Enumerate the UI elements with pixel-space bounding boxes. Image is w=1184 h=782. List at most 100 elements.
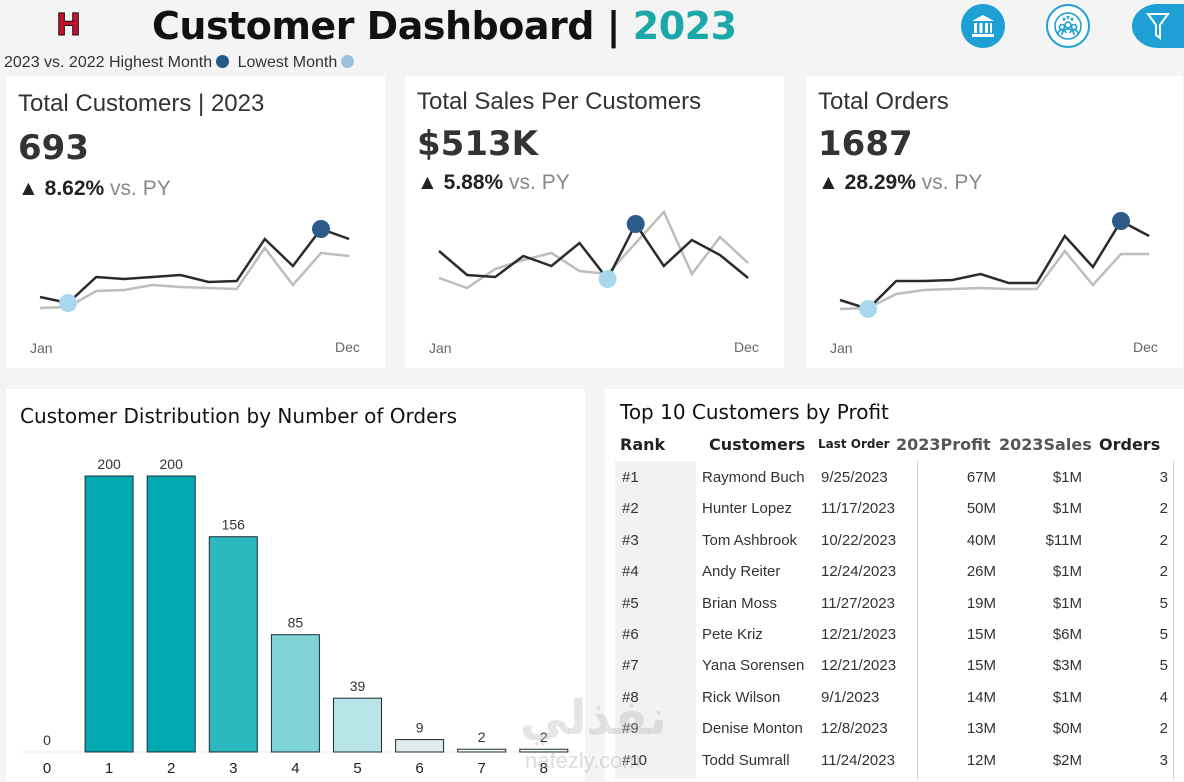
kpi-value: 693 [18,128,89,168]
kpi-change: ▲ 5.88% vs. PY [417,171,570,195]
kpi-title: Total Orders [818,88,949,115]
kpi-change-value: 28.29% [844,171,916,194]
lowest-month-marker[interactable] [859,300,878,318]
axis-start: Jan [830,340,853,356]
sales-cell: $1M [1052,563,1082,581]
bar-value-label: 85 [288,615,304,631]
prior-year-line [39,245,350,310]
kpi-vs-label: vs. PY [110,177,171,200]
orders-cell: 3 [1159,469,1168,486]
x-tick-label: 7 [478,760,486,777]
rank-cell: #9 [622,720,639,738]
sales-cell: $1M [1052,594,1082,612]
axis-end: Dec [335,339,360,355]
bar[interactable] [208,536,258,753]
table-row[interactable]: #5 Brian Moss 11/27/2023 19M $1M 5 [605,595,1184,625]
x-tick-label: 4 [291,760,299,777]
column-header[interactable]: Orders [1099,435,1161,454]
table-row[interactable]: #9 Denise Monton 12/8/2023 13M $0M 2 [605,720,1184,750]
kpi-value: 1687 [818,124,913,164]
rank-cell: #4 [622,563,639,581]
up-triangle-icon: ▲ [818,171,839,194]
highest-month-marker[interactable] [626,215,645,233]
customer-cell: Tom Ashbrook [702,531,798,549]
profit-cell: 12M [966,751,996,769]
orders-cell: 2 [1159,563,1168,581]
last-order-cell: 10/22/2023 [821,531,897,549]
column-header[interactable]: 2023Sales [999,435,1092,454]
prior-year-line [839,248,1150,311]
orders-cell: 3 [1159,751,1168,769]
customer-cell: Hunter Lopez [702,500,793,518]
x-tick-label: 3 [229,760,237,777]
up-triangle-icon: ▲ [417,171,438,194]
rank-cell: #2 [622,500,639,518]
x-tick-label: 0 [43,760,51,777]
last-order-cell: 11/24/2023 [821,751,895,769]
table-row[interactable]: #1 Raymond Buch 9/25/2023 67M $1M 3 [605,469,1184,499]
table-title: Top 10 Customers by Profit [620,400,889,424]
highest-month-marker[interactable] [312,220,330,238]
bar[interactable] [519,748,569,753]
filter-icon[interactable] [1132,4,1184,48]
bar[interactable] [395,739,445,753]
table-row[interactable]: #7 Yana Sorensen 12/21/2023 15M $3M 5 [605,657,1184,687]
last-order-cell: 12/24/2023 [821,563,897,581]
sales-cell: $2M [1052,751,1082,769]
x-tick-label: 8 [540,760,548,777]
watermark-url: nafezly.com [525,748,641,773]
watermark: نفذلي [520,690,667,746]
bank-icon[interactable] [961,4,1005,48]
rank-cell: #7 [622,657,639,675]
up-triangle-icon: ▲ [18,177,39,200]
orders-cell: 5 [1159,594,1168,612]
highest-month-marker[interactable] [1112,212,1130,230]
bar-chart-title: Customer Distribution by Number of Order… [20,404,458,428]
profit-cell: 14M [966,688,996,706]
customer-cell: Pete Kriz [702,626,763,643]
sales-cell: $1M [1052,500,1082,518]
profit-cell: 40M [966,531,996,549]
axis-end: Dec [734,339,759,355]
column-header[interactable]: Last Order [818,437,890,451]
bar[interactable] [457,748,507,753]
axis-end: Dec [1133,339,1158,355]
bar-value-label: 156 [222,517,246,533]
legend: 2023 vs. 2022 Highest Month Lowest Month [4,54,358,72]
customer-cell: Yana Sorensen [702,657,805,675]
legend-high: Highest Month [108,54,213,71]
orders-cell: 2 [1159,531,1168,549]
table-row[interactable]: #8 Rick Wilson 9/1/2023 14M $1M 4 [605,689,1184,719]
table-row[interactable]: #10 Todd Sumrall 11/24/2023 12M $2M 3 [605,752,1184,782]
table-row[interactable]: #6 Pete Kriz 12/21/2023 15M $6M 5 [605,626,1184,656]
x-tick-label: 1 [105,760,113,777]
bar[interactable] [146,475,196,753]
bar[interactable] [333,697,382,753]
last-order-cell: 12/21/2023 [821,626,897,643]
lowest-month-marker[interactable] [59,294,78,312]
kpi-vs-label: vs. PY [509,171,570,194]
column-header[interactable]: 2023Profit [896,435,991,454]
column-header[interactable]: Rank [620,435,666,454]
sparkline [39,220,350,312]
customers-icon[interactable] [1046,4,1090,48]
bar-value-label: 2 [540,729,548,745]
lowest-month-marker[interactable] [598,270,617,288]
rank-cell: #3 [622,531,639,549]
orders-cell: 5 [1159,657,1168,675]
kpi-change: ▲ 8.62% vs. PY [18,177,171,201]
table-row[interactable]: #4 Andy Reiter 12/24/2023 26M $1M 2 [605,563,1184,593]
table-row[interactable]: #3 Tom Ashbrook 10/22/2023 40M $11M 2 [605,532,1184,562]
customer-cell: Denise Monton [702,720,803,738]
orders-cell: 4 [1159,688,1168,706]
column-header[interactable]: Customers [709,435,806,454]
kpi-title: Total Sales Per Customers [417,88,702,115]
bar-value-label: 39 [350,678,366,694]
x-tick-label: 2 [167,760,175,777]
bar[interactable] [84,475,134,753]
table-row[interactable]: #2 Hunter Lopez 11/17/2023 50M $1M 2 [605,500,1184,530]
top-customers-card: Top 10 Customers by Profit Rank Customers… [605,389,1184,781]
rank-column-bg [615,461,696,779]
bar[interactable] [270,634,320,753]
rank-cell: #5 [622,594,639,612]
